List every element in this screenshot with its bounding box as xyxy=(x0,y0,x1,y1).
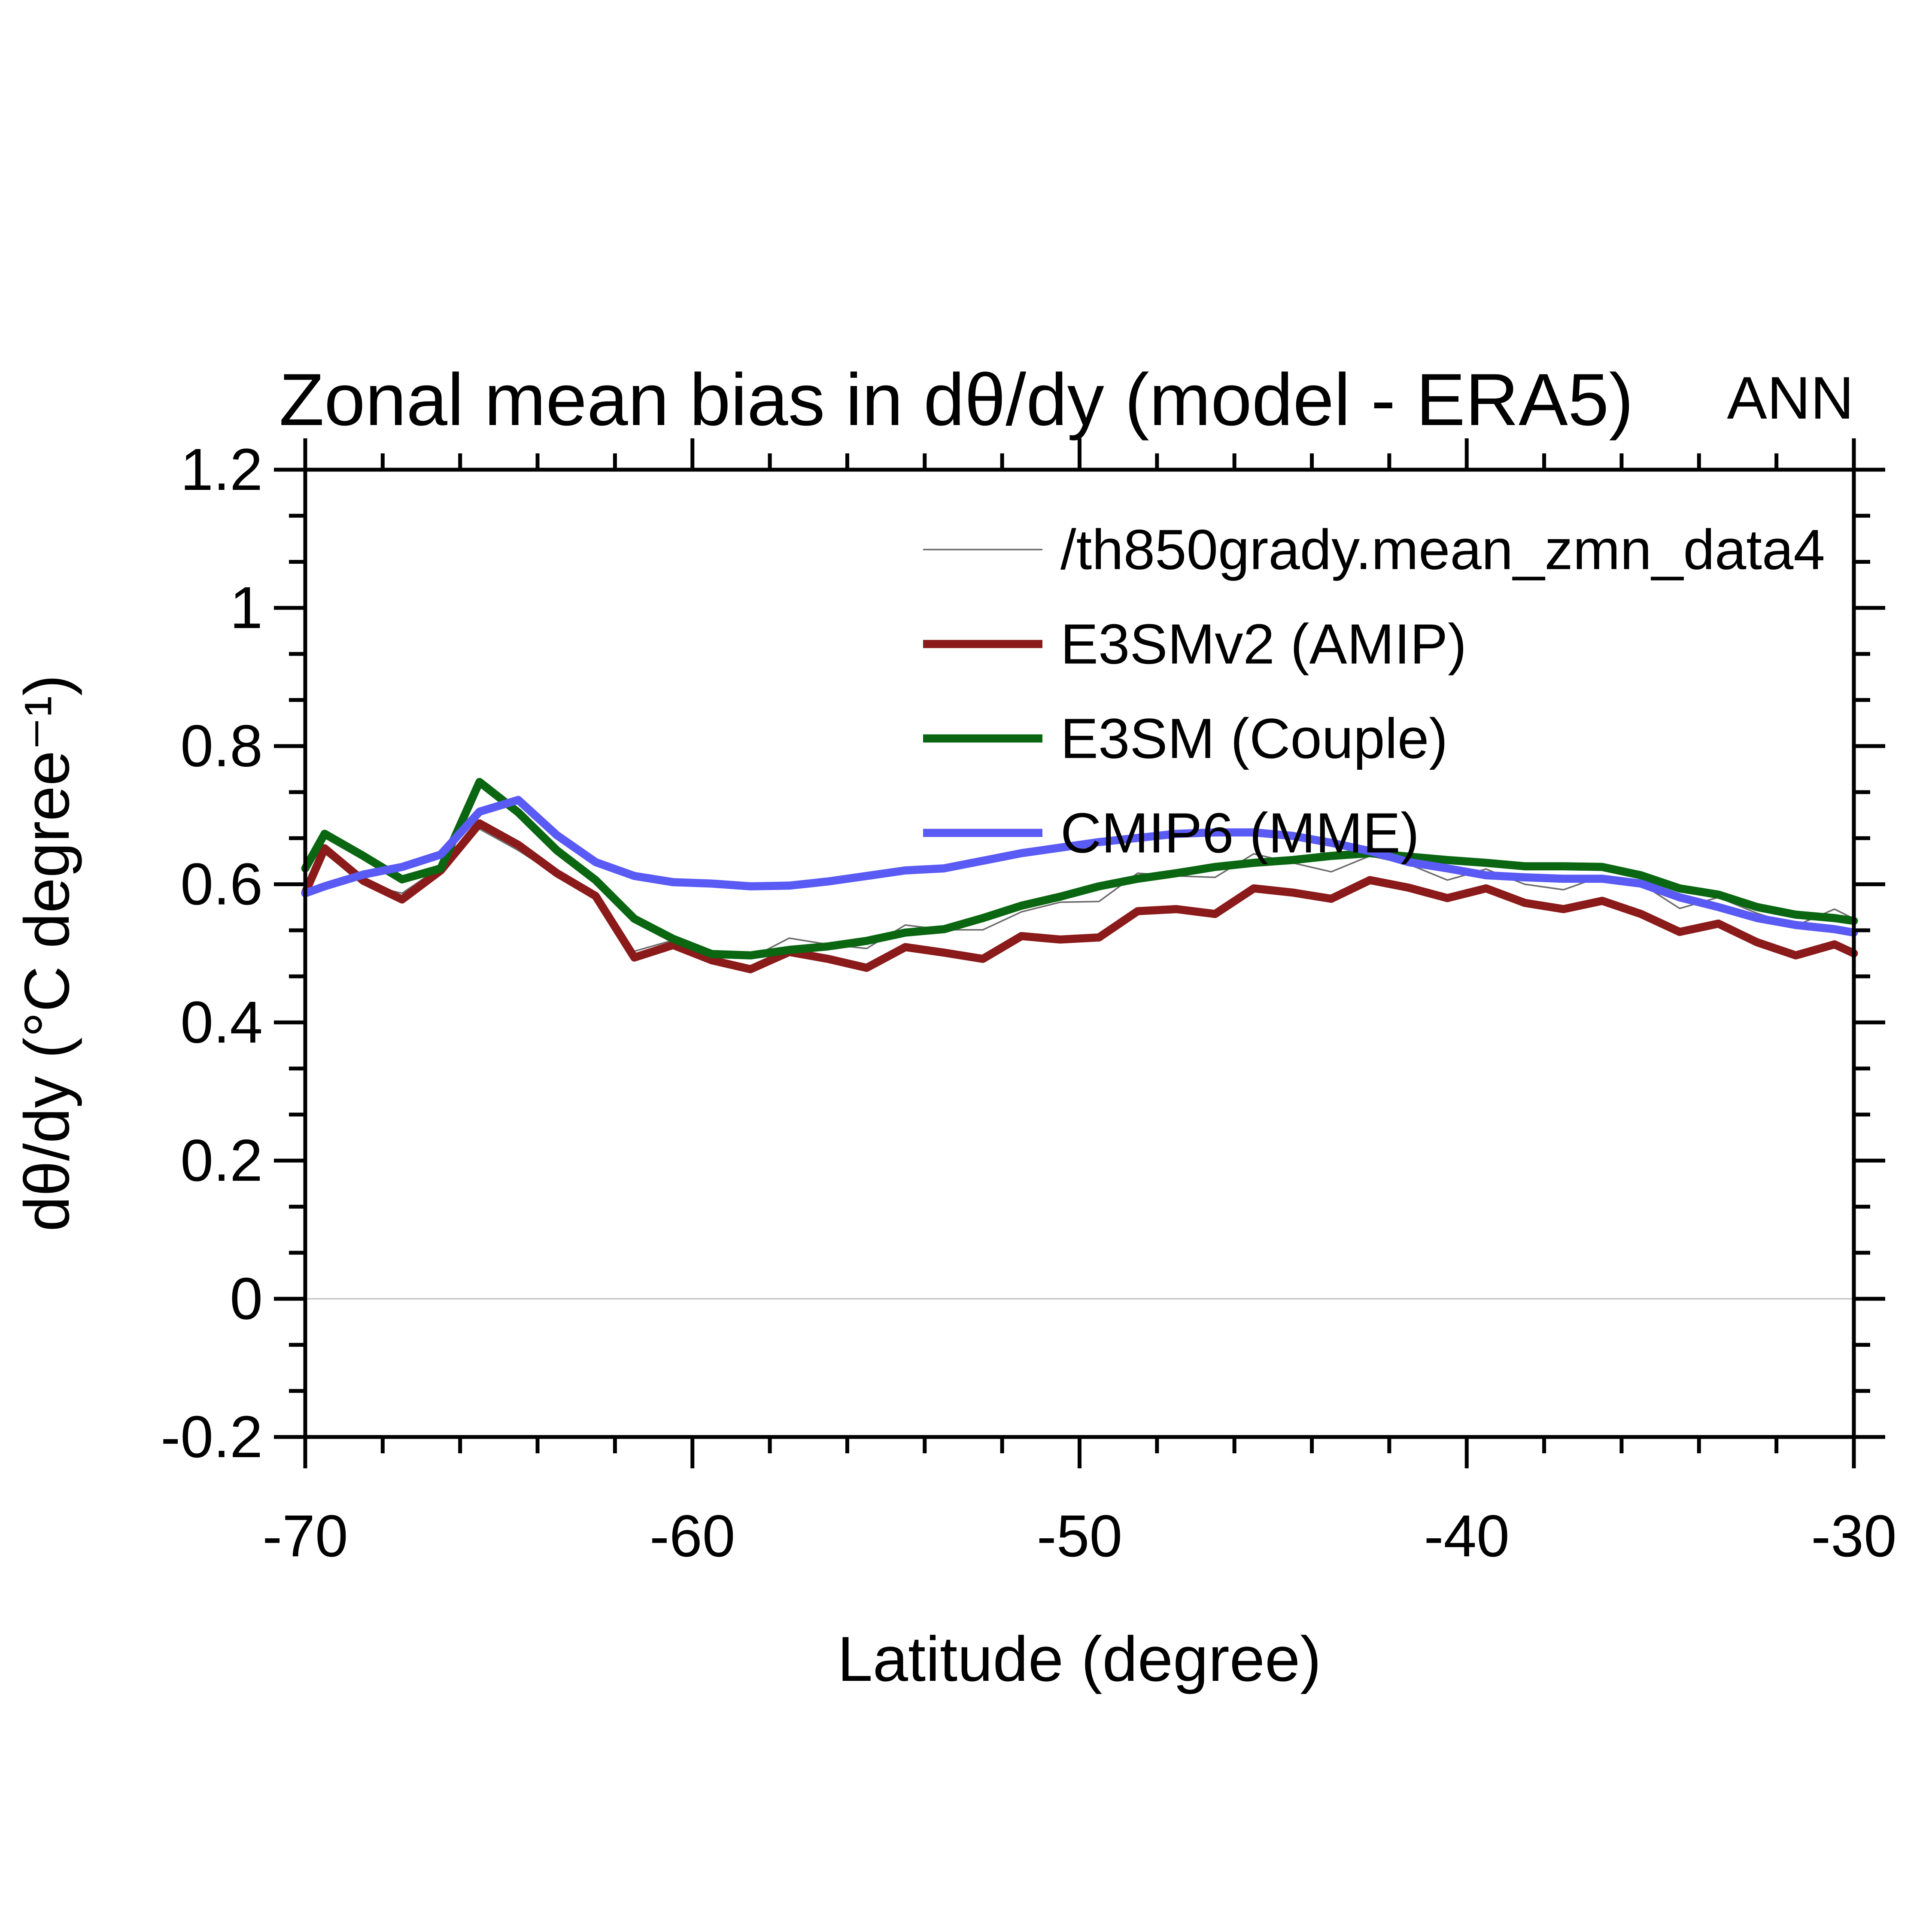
legend-item: E3SM (Couple) xyxy=(923,707,1448,770)
y-tick-label: 0.2 xyxy=(180,1127,263,1194)
y-tick-label: 0.6 xyxy=(180,851,263,917)
series-line-4 xyxy=(301,796,1858,937)
y-tick-label: 1.2 xyxy=(180,437,263,503)
series-line-3 xyxy=(301,778,1858,960)
y-tick-label: 0.4 xyxy=(180,989,263,1055)
x-tick-label: -40 xyxy=(1424,1503,1510,1569)
axis-tick-labels: -70 -60 -50 -40 -30 -0.2 0 0.2 0.4 0.6 0.8 1 1.2 xyxy=(161,437,1897,1569)
chart-title: Zonal mean bias in dθ/dy (model - ERA5) xyxy=(279,358,1634,441)
y-tick-label: 0.8 xyxy=(180,713,263,779)
legend-item: /th850grady.mean_zmn_data4 xyxy=(923,518,1825,581)
legend-label: /th850grady.mean_zmn_data4 xyxy=(1060,518,1825,581)
x-tick-label: -60 xyxy=(650,1503,735,1569)
y-axis-label: dθ/dy (°C degree⁻¹) xyxy=(12,674,82,1231)
y-tick-label: -0.2 xyxy=(161,1404,263,1470)
legend-label: E3SM (Couple) xyxy=(1060,707,1448,770)
legend-item: E3SMv2 (AMIP) xyxy=(923,613,1467,676)
axes-frame-and-ticks xyxy=(274,438,1885,1468)
series-lines xyxy=(301,778,1858,973)
season-label: ANN xyxy=(1727,364,1854,431)
y-tick-label: 0 xyxy=(230,1266,263,1332)
x-tick-label: -30 xyxy=(1811,1503,1896,1569)
series-line-2 xyxy=(301,819,1858,973)
y-tick-label: 1 xyxy=(230,575,263,641)
legend: /th850grady.mean_zmn_data4 E3SMv2 (AMIP) E… xyxy=(923,518,1825,865)
x-tick-label: -70 xyxy=(262,1503,348,1569)
legend-item: CMIP6 (MME) xyxy=(923,802,1419,865)
x-axis-label: Latitude (degree) xyxy=(837,1624,1321,1695)
legend-label: E3SMv2 (AMIP) xyxy=(1060,613,1467,676)
x-tick-label: -50 xyxy=(1037,1503,1122,1569)
legend-label: CMIP6 (MME) xyxy=(1060,802,1419,865)
